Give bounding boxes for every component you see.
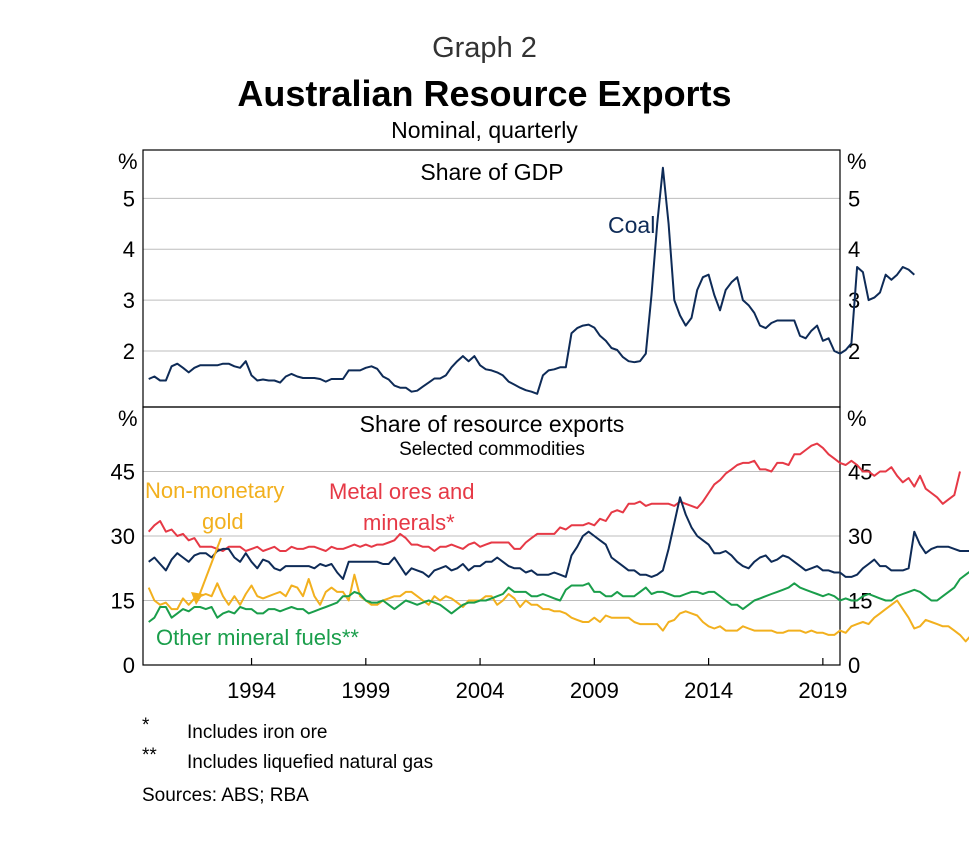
top-ytick-left: 4	[123, 237, 135, 262]
bottom-ytick-left: 45	[111, 460, 135, 485]
gold-series-label-line1: Non-monetary	[145, 478, 284, 503]
gold-series-label-line2: gold	[202, 509, 244, 534]
footnote-2-text: Includes liquefied natural gas	[187, 752, 434, 773]
bottom-ytick-right: 30	[848, 524, 872, 549]
bottom-ytick-left: 30	[111, 524, 135, 549]
top-unit-left: %	[118, 149, 138, 174]
top-ytick-right: 2	[848, 339, 860, 364]
top-ytick-right: 4	[848, 237, 860, 262]
coal-series-label: Coal	[608, 212, 655, 238]
bottom-series-coal	[148, 496, 969, 580]
graph-number: Graph 2	[432, 32, 537, 64]
bottom-panel-subtitle: Selected commodities	[399, 439, 585, 460]
xtick-label: 2019	[798, 678, 847, 703]
footnote-1-text: Includes iron ore	[187, 722, 328, 743]
bottom-series-metal	[147, 442, 961, 552]
bottom-unit-right: %	[847, 406, 867, 431]
bottom-series-gold	[147, 573, 969, 643]
bottom-ytick-left: 0	[123, 653, 135, 678]
bottom-series-fuels	[148, 570, 969, 623]
fuels-series-label: Other mineral fuels**	[156, 625, 359, 650]
chart-title: Australian Resource Exports	[237, 73, 732, 114]
chart-frame	[142, 149, 841, 666]
chart-subtitle: Nominal, quarterly	[391, 117, 578, 143]
xtick-label: 1994	[227, 678, 276, 703]
bottom-panel-border	[142, 406, 841, 666]
top-series-coal	[148, 166, 915, 395]
metal-series-label-line1: Metal ores and	[329, 479, 475, 504]
gold-label-arrow	[191, 537, 222, 605]
top-unit-right: %	[847, 149, 867, 174]
footnote-2-mark: **	[142, 745, 157, 766]
xtick-label: 1999	[341, 678, 390, 703]
xtick-label: 2004	[456, 678, 505, 703]
top-ytick-left: 5	[123, 186, 135, 211]
metal-series-label-line2: minerals*	[363, 510, 455, 535]
bottom-panel-title: Share of resource exports	[360, 411, 625, 437]
bottom-unit-left: %	[118, 406, 138, 431]
footnote-1-mark: *	[142, 715, 150, 736]
top-panel-title: Share of GDP	[420, 159, 563, 185]
gridlines	[143, 197, 840, 601]
top-ytick-left: 2	[123, 339, 135, 364]
series-lines	[147, 166, 969, 643]
bottom-ytick-right: 0	[848, 653, 860, 678]
top-ytick-right: 5	[848, 186, 860, 211]
xtick-label: 2014	[684, 678, 733, 703]
sources-note: Sources: ABS; RBA	[142, 785, 309, 806]
bottom-ytick-left: 15	[111, 589, 135, 614]
top-ytick-left: 3	[123, 288, 135, 313]
xtick-label: 2009	[570, 678, 619, 703]
